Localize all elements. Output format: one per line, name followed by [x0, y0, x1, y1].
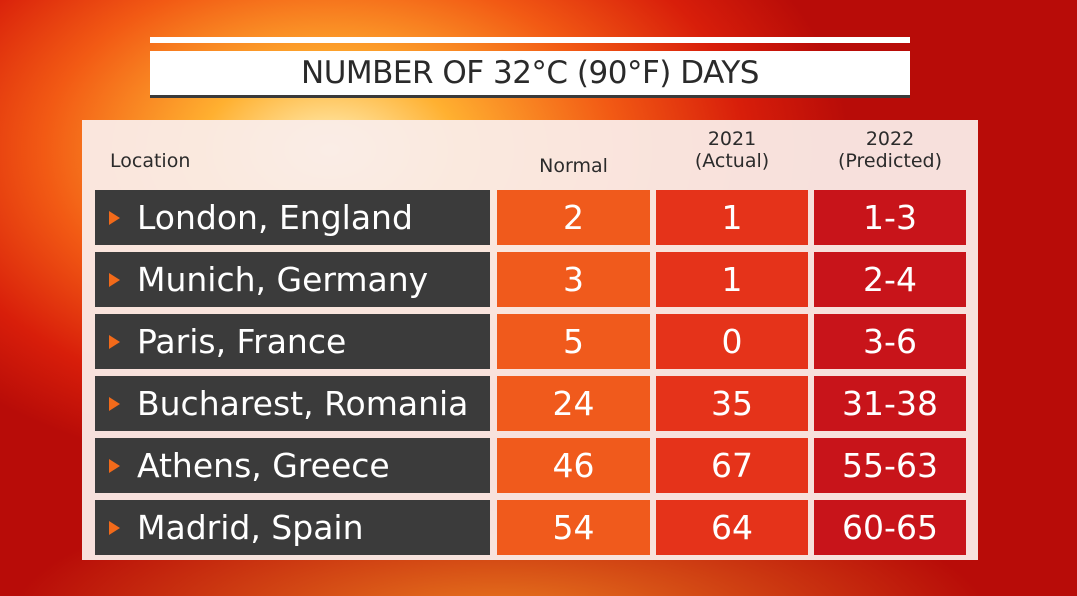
title: NUMBER OF 32°C (90°F) DAYS	[150, 51, 910, 95]
value-cell: 54	[497, 500, 650, 555]
value-cell: 3	[497, 252, 650, 307]
value-cell: 0	[656, 314, 808, 369]
value-cell: 46	[497, 438, 650, 493]
value-cell: 24	[497, 376, 650, 431]
value-cell: 2-4	[814, 252, 966, 307]
location-cell: Munich, Germany	[95, 252, 490, 307]
value-cell: 5	[497, 314, 650, 369]
value-cell: 3-6	[814, 314, 966, 369]
value-cell: 31-38	[814, 376, 966, 431]
value-cell: 1-3	[814, 190, 966, 245]
value-cell: 60-65	[814, 500, 966, 555]
value-cell: 67	[656, 438, 808, 493]
value-cell: 55-63	[814, 438, 966, 493]
value-cell: 1	[656, 190, 808, 245]
column-header: Normal	[539, 155, 608, 177]
value-cell: 64	[656, 500, 808, 555]
value-cell: 35	[656, 376, 808, 431]
location-cell: Madrid, Spain	[95, 500, 490, 555]
location-cell: London, England	[95, 190, 490, 245]
column-header: 2021 (Actual)	[694, 128, 770, 172]
column-header: 2022 (Predicted)	[837, 128, 943, 172]
location-cell: Paris, France	[95, 314, 490, 369]
location-cell: Athens, Greece	[95, 438, 490, 493]
column-header: Location	[110, 150, 191, 172]
value-cell: 1	[656, 252, 808, 307]
location-cell: Bucharest, Romania	[95, 376, 490, 431]
value-cell: 2	[497, 190, 650, 245]
title-rule	[150, 37, 910, 43]
